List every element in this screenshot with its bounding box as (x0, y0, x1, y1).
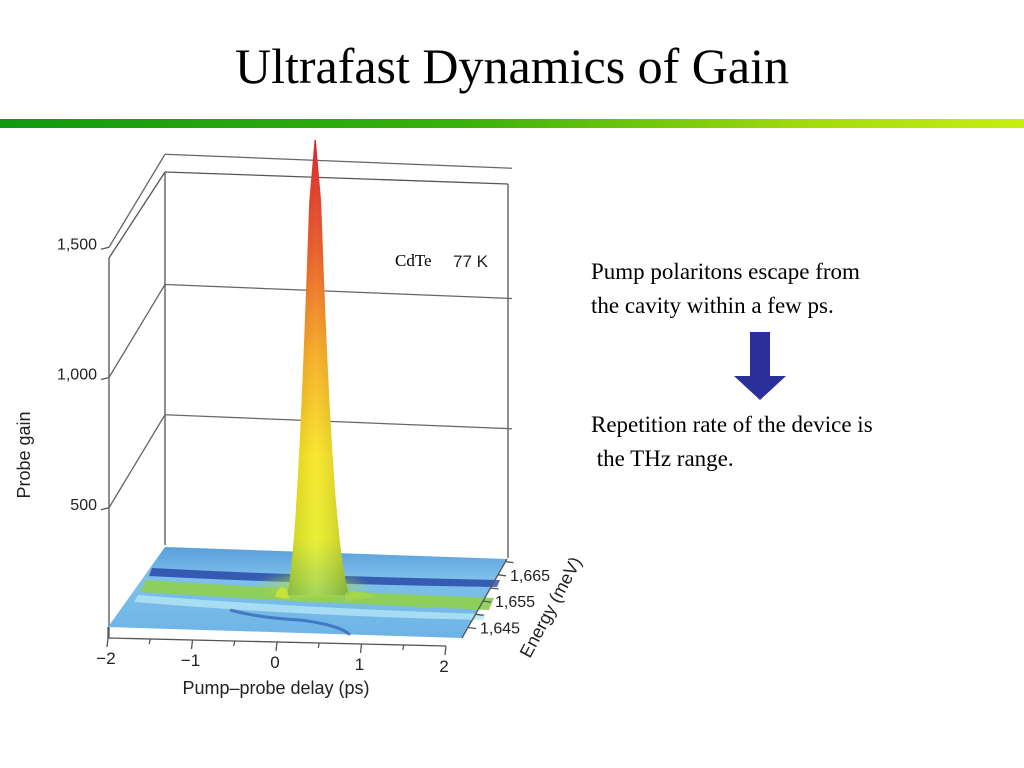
axis-box (108, 171, 509, 638)
energy-axis-ticks: 1,645 1,655 1,665 (467, 560, 550, 637)
x-axis-title: Pump–probe delay (ps) (182, 678, 369, 698)
z-gridline-depth (108, 414, 166, 509)
energy-tick-mark (467, 626, 477, 630)
x-tick-label: −1 (181, 651, 200, 670)
side-shoulder (345, 591, 376, 601)
energy-tick-label: 1,655 (495, 594, 535, 611)
floor-dip-trace (229, 608, 352, 637)
z-tick-mark (100, 376, 110, 381)
z-axis-tick-labels: 500 1,000 1,500 (57, 236, 97, 514)
z-gridline (164, 153, 513, 169)
slide-title: Ultrafast Dynamics of Gain (234, 38, 789, 94)
text-repetition-line-2: the THz range. (591, 446, 734, 471)
gain-surface-plot: −2 −1 0 1 2 1,645 1,655 1,665 500 1,000 1,500 Cd… (0, 140, 620, 720)
energy-tick-mark (490, 587, 499, 590)
x-tick-mark (275, 641, 278, 652)
x-tick-mark (106, 637, 109, 648)
text-escape-line-1: Pump polaritons escape from (591, 259, 860, 284)
z-gridline-depth (108, 284, 166, 378)
energy-tick-mark (505, 560, 514, 564)
z-tick-label: 1,500 (57, 236, 97, 253)
base-axes (107, 558, 508, 639)
floor-light-band (134, 595, 486, 620)
z-gridlines (100, 153, 513, 511)
side-peak-small (275, 587, 290, 599)
peak-shading (287, 140, 350, 595)
energy-axis-line (461, 558, 508, 639)
z-gridline-depth (108, 153, 166, 248)
energy-tick-label: 1,665 (510, 568, 550, 585)
x-tick-mark (359, 643, 363, 654)
x-tick-label: −2 (96, 649, 115, 668)
energy-tick-label: 1,645 (480, 620, 520, 637)
z-tick-mark (100, 507, 110, 511)
down-arrow-icon (734, 332, 786, 400)
z-gridline (164, 414, 513, 430)
annotation-temperature: 77 K (453, 252, 489, 271)
x-tick-label: 2 (439, 657, 448, 676)
title-divider (0, 119, 1024, 128)
z-tick-label: 500 (70, 497, 97, 514)
x-tick-mark (402, 644, 405, 651)
x-tick-mark (444, 645, 447, 656)
x-tick-mark (190, 639, 194, 650)
z-tick-mark (100, 246, 110, 250)
x-tick-mark (148, 638, 151, 645)
back-top-edge (164, 171, 509, 185)
top-depth-edge (108, 171, 166, 259)
energy-tick-mark (482, 600, 492, 603)
x-axis-ticks: −2 −1 0 1 2 (96, 637, 449, 676)
gain-peak (275, 140, 376, 601)
z-tick-label: 1,000 (57, 367, 97, 384)
text-escape-line-2: the cavity within a few ps. (591, 293, 834, 318)
energy-tick-mark (475, 613, 484, 616)
plot-svg: −2 −1 0 1 2 1,645 1,655 1,665 500 1,000 1,500 Cd… (14, 140, 586, 698)
text-repetition-line-1: Repetition rate of the device is (591, 412, 873, 437)
z-axis-title: Probe gain (14, 411, 34, 498)
x-tick-label: 1 (355, 655, 364, 674)
x-tick-mark (317, 642, 320, 649)
annotation-material: CdTe (395, 251, 432, 270)
x-tick-label: 0 (270, 653, 279, 672)
energy-tick-mark (497, 574, 507, 577)
z-gridline (164, 283, 513, 300)
x-tick-mark (233, 640, 236, 647)
